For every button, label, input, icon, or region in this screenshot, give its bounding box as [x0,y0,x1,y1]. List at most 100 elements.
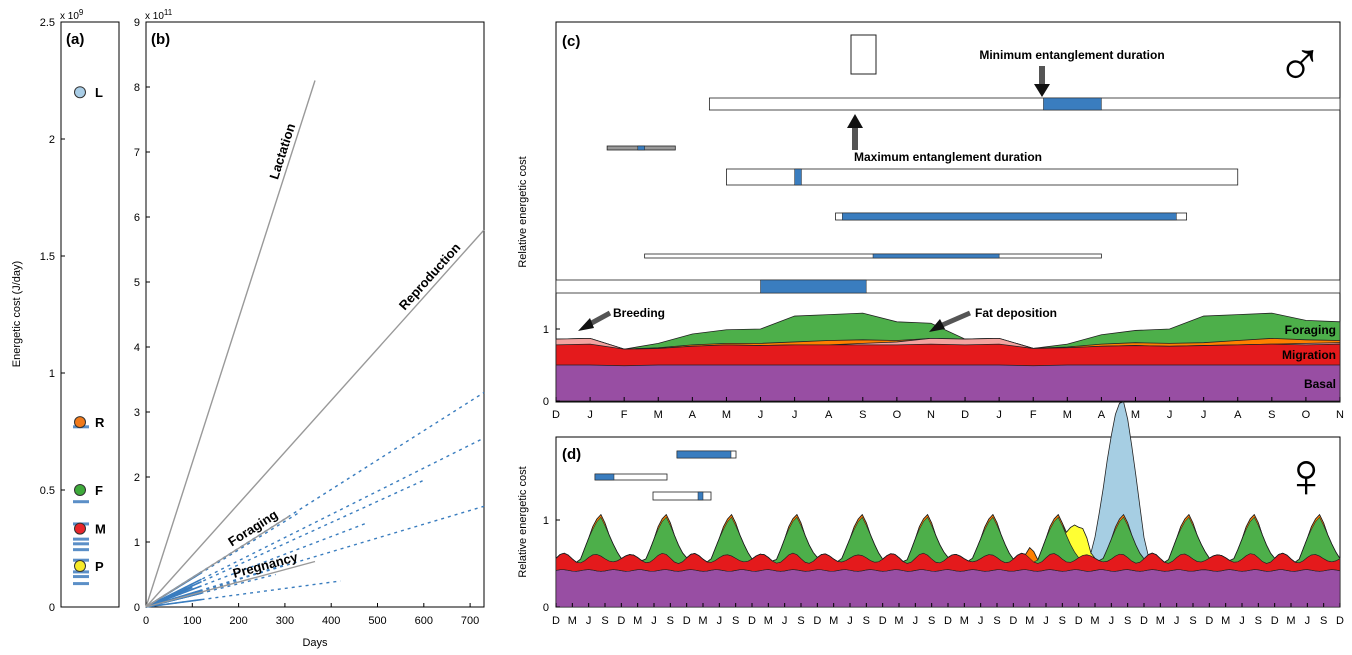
panel-b-label: (b) [151,31,170,48]
panel-c-label-foraging: Foraging [1285,323,1336,337]
panel-c-month-label: A [1234,409,1242,421]
panel-c-annotation-breeding: Breeding [613,306,665,320]
panel-a-yticks: 0 0.5 1 1.5 2 2.5 [40,17,65,614]
panel-d-month-label: S [1255,615,1262,627]
panel-a-ytick-label: 2 [49,134,55,146]
panel-c-male-symbol: ♂ [1276,28,1324,100]
panel-c-ylabel: Relative energetic cost [517,156,529,267]
panel-d-month-label: D [1205,615,1213,627]
panel-a-frame [60,21,120,608]
panel-d-month-label: J [586,615,592,627]
panel-b-ytick-label: 6 [134,212,140,224]
panel-b-xtick-label: 0 [143,615,149,627]
panel-a-point-label: F [95,483,103,498]
panel-d-month-label: S [1320,615,1327,627]
panel-d-entanglement-bar-blue [676,450,732,459]
panel-d-month-label: M [829,615,838,627]
panel-d-month-label: D [1140,615,1148,627]
panel-c-month-label: O [893,409,902,421]
panel-b-ytick-label: 0 [134,602,140,614]
panel-c-entanglement-bar [850,34,877,75]
panel-b-series-label: Reproduction [396,240,464,313]
panel-c-label-basal: Basal [1304,377,1336,391]
panel-a-exponent: x 109 [60,8,84,22]
panel-c-entanglement-bar-blue [794,168,802,186]
panel-b-entanglement-line [145,521,369,608]
panel-b-entanglement-line [145,564,286,608]
panel-b-series-label: Lactation [266,121,298,181]
arrow-icon [1034,66,1050,97]
panel-c-month-label: J [1167,409,1173,421]
panel-b-xtick-label: 400 [322,615,340,627]
panel-c-layer-basal [555,364,1341,402]
panel-c-month-label: M [1131,409,1140,421]
panel-a: (a) x 109 Energetic cost (J/day) 0 0.5 1 1.… [11,8,120,614]
panel-d-month-label: M [1025,615,1034,627]
panel-b-series-label: Foraging [225,507,280,549]
panel-b-ytick-label: 1 [134,537,140,549]
panel-d-female-symbol: ♀ [1282,439,1330,511]
panel-d-month-label: D [813,615,821,627]
panel-d-month-label: S [863,615,870,627]
panel-d-month-label: J [1043,615,1049,627]
panel-d-month-label: D [879,615,887,627]
panel-b-entanglement-line [145,580,341,608]
panel-b-ytick-label: 9 [134,17,140,29]
panel-c-month-label: J [758,409,764,421]
arrow-icon [578,310,612,331]
panel-c-month-label: J [587,409,593,421]
panel-d-month-label: S [928,615,935,627]
panel-d-month-label: S [601,615,608,627]
panel-d-month-label: D [1075,615,1083,627]
panel-a-points: L R F M P [74,85,106,574]
panel-c-month-label: F [621,409,628,421]
panel-c-month-label: J [792,409,798,421]
panel-d-month-label: D [617,615,625,627]
panel-c-entanglement-bar-blue [842,212,1177,221]
panel-d-month-label: M [633,615,642,627]
panel-b-exponent: x 1011 [145,8,173,22]
panel-c-month-label: D [961,409,969,421]
panel-b-xtick-label: 500 [368,615,386,627]
panel-d-month-label: S [667,615,674,627]
panel-d-month-label: M [568,615,577,627]
panel-a-point-label: L [95,85,103,100]
panel-c-entanglement-bar [708,97,1341,111]
panel-d-month-label: M [764,615,773,627]
panel-c-ytick-label: 0 [543,396,549,408]
panel-d-month-label: D [1009,615,1017,627]
panel-b-ytick-label: 2 [134,472,140,484]
panel-a-bar-marker [73,542,89,546]
panel-b-xlabel: Days [302,637,328,649]
panel-c-month-label: F [1030,409,1037,421]
panel-d-month-label: D [944,615,952,627]
panel-d-month-label: M [1286,615,1295,627]
arrow-icon [847,114,863,150]
panel-d-month-label: S [993,615,1000,627]
panel-c-month-label: S [859,409,866,421]
panel-b-series-pregnancy [145,560,316,608]
panel-b-ticks: 0 1 2 3 4 5 6 7 8 9 0 100 200 300 400 500 600 700 [134,17,479,627]
panel-b-entanglement-line-solid [145,586,193,608]
panel-b-xtick-label: 100 [183,615,201,627]
panel-c-month-label: A [689,409,697,421]
panel-a-bar-marker [73,575,89,579]
panel-c-area [555,312,1341,402]
panel-d-month-label: J [782,615,788,627]
panel-c-annotation-minimum: Minimum entanglement duration [979,48,1164,62]
panel-a-point-M [74,522,86,535]
panel-d-month-label: D [1271,615,1279,627]
panel-d-month-label: S [1189,615,1196,627]
panel-d-entanglement-bar-blue [594,473,615,481]
panel-c-entanglement-bar [555,279,1341,294]
panel-a-ytick-label: 0.5 [40,485,55,497]
panel-d-area [555,401,1341,608]
panel-c-month-label: O [1302,409,1311,421]
panel-b-series-lactation [145,80,316,608]
panel-c-entanglement-bar-blue [760,279,867,294]
panel-c-month-label: M [722,409,731,421]
panel-c-entanglement-bar-blue [637,145,645,151]
panel-d-month-label: M [960,615,969,627]
